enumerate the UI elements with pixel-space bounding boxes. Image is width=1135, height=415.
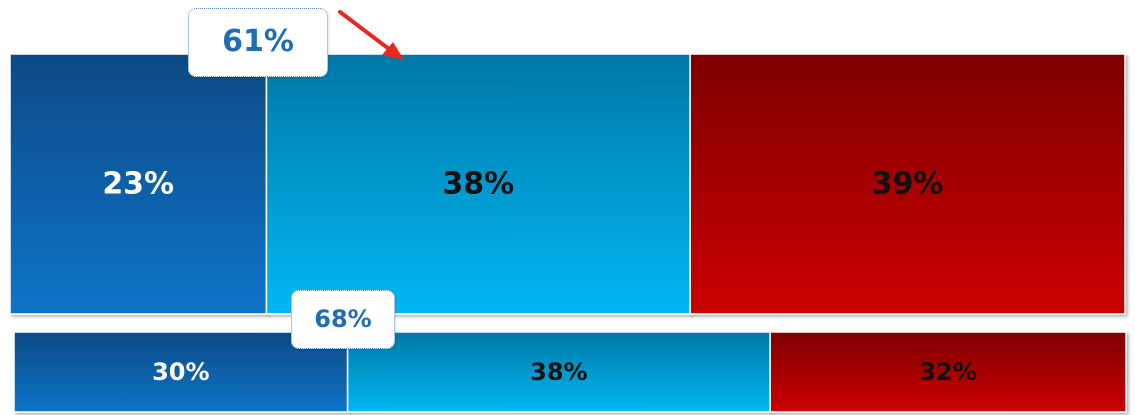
bar-row-2-segment-3-label: 32% (919, 358, 976, 386)
bar-row-2-segment-3 (769, 331, 1127, 413)
bar-row-2-segment-2-label: 38% (530, 358, 587, 386)
arrow-shaft (338, 10, 395, 54)
bar-row-1-segment-3 (689, 53, 1126, 315)
bar-row-2-segment-1-label: 30% (152, 358, 209, 386)
bar-row-1-segment-2-label: 38% (442, 167, 514, 202)
callout-row-1-combined: 61% (188, 8, 328, 77)
arrow-icon (382, 42, 404, 60)
bar-row-2-segment-2 (346, 331, 771, 413)
bar-row-1-segment-1 (9, 53, 268, 315)
bar-row-1-segment-3-label: 39% (872, 167, 944, 202)
callout-row-2-combined: 68% (291, 290, 395, 349)
bar-row-1-segment-2 (265, 53, 691, 315)
bar-row-1-segment-1-label: 23% (102, 167, 174, 202)
